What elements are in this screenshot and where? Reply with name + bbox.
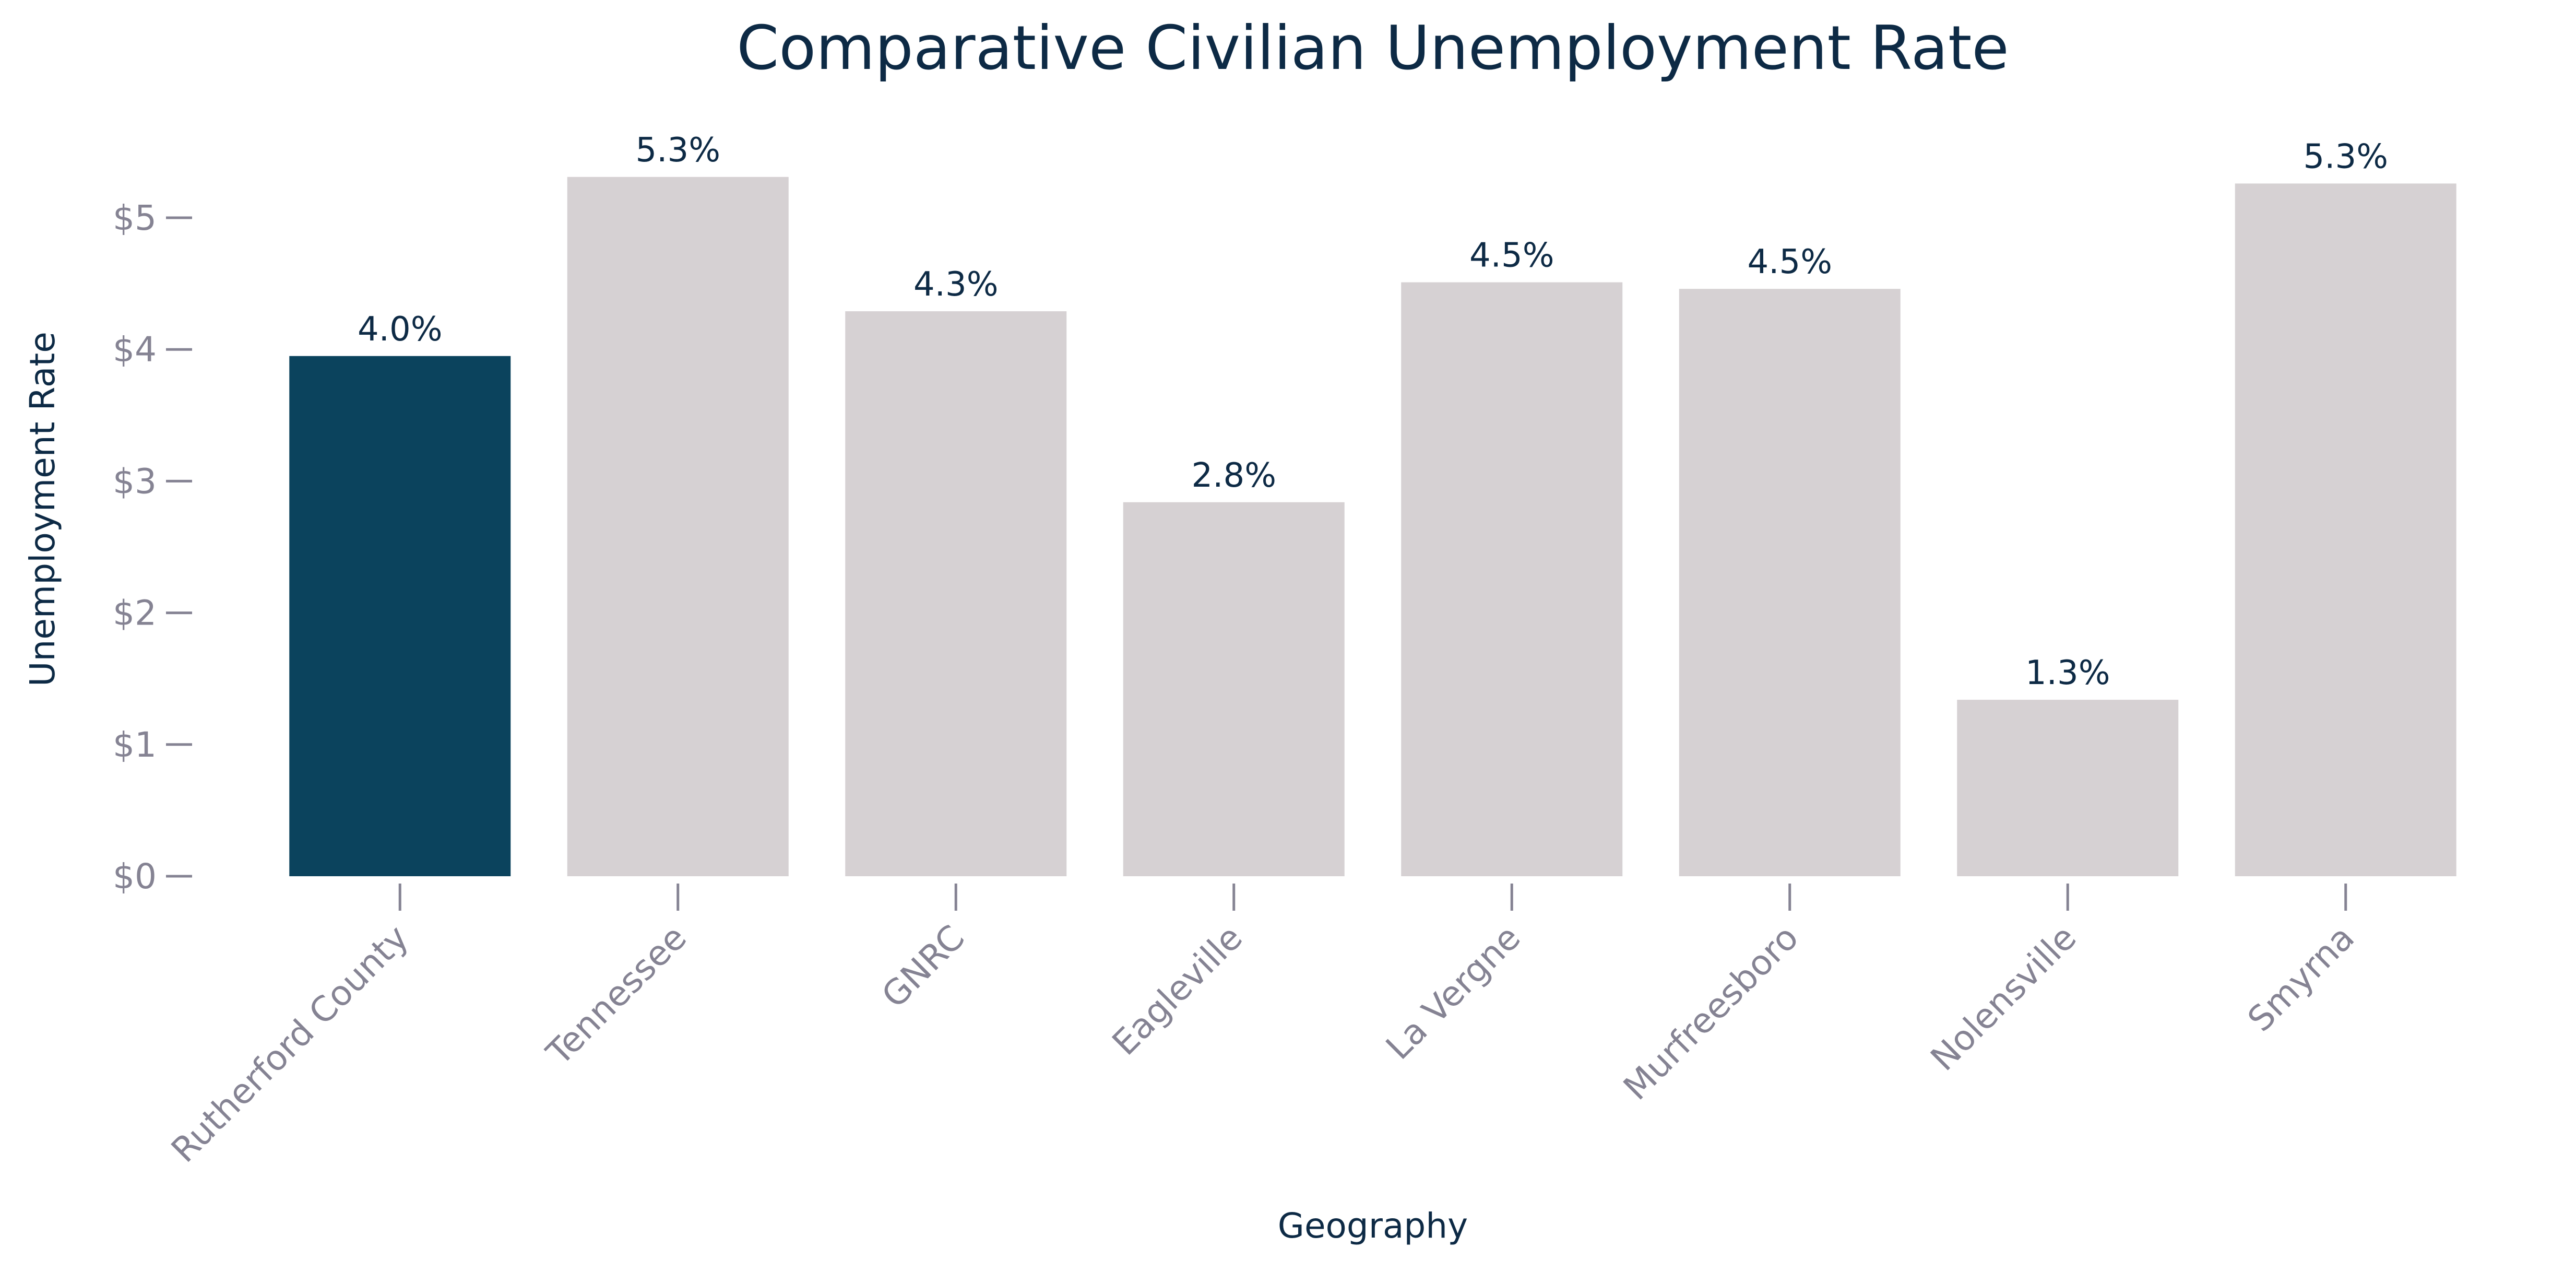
- bar-data-label: 4.3%: [913, 265, 999, 304]
- y-tick-label: $4: [113, 329, 157, 370]
- x-axis: Rutherford County Tennessee GNRC Eagleville…: [163, 884, 2362, 1170]
- bar-data-label: 2.8%: [1191, 456, 1276, 495]
- x-category-label: Rutherford County: [163, 917, 416, 1170]
- bar-data-label: 1.3%: [2025, 654, 2110, 692]
- bar[interactable]: [845, 311, 1067, 876]
- y-tick-label: $1: [113, 725, 157, 765]
- bar[interactable]: [2235, 183, 2456, 877]
- bars: 4.0% 5.3% 4.3% 2.8% 4.5% 4.5% 1.3% 5.3%: [289, 131, 2456, 877]
- bar-data-label: 5.3%: [2303, 137, 2388, 176]
- bar-data-label: 5.3%: [635, 131, 720, 170]
- y-axis: $0 $1 $2 $3 $4 $5: [113, 198, 192, 897]
- chart-title: Comparative Civilian Unemployment Rate: [737, 13, 2009, 84]
- bar[interactable]: [1123, 502, 1345, 876]
- y-tick-label: $5: [113, 198, 157, 238]
- x-category-label: GNRC: [874, 917, 972, 1016]
- bar-data-label: 4.5%: [1469, 237, 1554, 275]
- bar[interactable]: [567, 176, 789, 876]
- x-category-label: Nolensville: [1923, 917, 2084, 1079]
- x-category-label: Smyrna: [2240, 917, 2362, 1040]
- bar[interactable]: [1957, 700, 2179, 876]
- y-tick-label: $0: [113, 856, 157, 897]
- bar[interactable]: [1679, 289, 1901, 876]
- bar-data-label: 4.0%: [358, 310, 443, 349]
- y-tick-label: $3: [113, 461, 157, 501]
- y-tick-label: $2: [113, 593, 157, 633]
- x-axis-title: Geography: [1278, 1206, 1468, 1246]
- bar[interactable]: [1401, 282, 1623, 876]
- y-axis-title: Unemployment Rate: [22, 332, 63, 687]
- bar-data-label: 4.5%: [1747, 243, 1832, 281]
- x-category-label: Eagleville: [1105, 917, 1250, 1063]
- x-category-label: La Vergne: [1378, 917, 1528, 1067]
- bar[interactable]: [289, 356, 511, 876]
- x-category-label: Tennessee: [539, 917, 694, 1073]
- x-category-label: Murfreesboro: [1616, 917, 1806, 1108]
